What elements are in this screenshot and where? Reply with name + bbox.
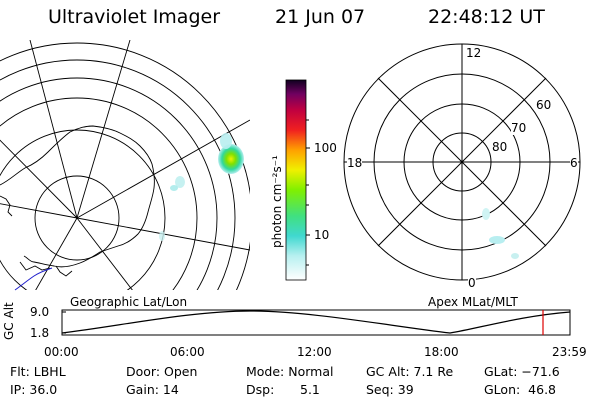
meridian [29,40,78,219]
meridian [35,217,78,290]
orbit-xtick-label: 18:00 [424,345,459,359]
gain-info: Gain: 14 [126,382,179,397]
aurora-patch [170,185,178,191]
dsp-label: Dsp: [246,382,275,397]
door-info: Door: Open [126,364,198,379]
aurora-patch-bright [218,144,244,174]
left-panel-label: Geographic Lat/Lon [70,295,188,309]
orbit-xtick-label: 00:00 [44,345,79,359]
lat-circle [0,59,236,290]
orbit-xtick-label: 06:00 [170,345,205,359]
lat-circle [0,77,218,290]
orbit-frame [61,309,571,336]
dsp-value: 5.1 [300,382,320,397]
coastline-blue [14,267,53,291]
mlt-label-12: 12 [466,46,482,60]
colorbar-label-100: 100 [314,141,337,155]
mlt-label-18: 18 [347,156,363,170]
aurora-patch [159,231,165,241]
lat-circle [0,129,166,290]
orbit-altitude-curve [61,310,571,334]
coastline [55,265,73,277]
filter-info: Flt: LBHL [10,364,66,379]
aurora-polar-patch [511,253,519,259]
right-panel-label: Apex MLat/MLT [428,295,518,309]
aurora-polar-patch [482,208,490,220]
orbit-ytick-label-high: 9.0 [30,305,50,319]
lat-circle [0,97,198,290]
mlat-label-60: 60 [536,98,552,112]
glat-info: GLat: −71.6 [484,364,560,379]
orbit-xtick-label: 23:59 [552,345,587,359]
mlt-label-6: 6 [570,156,578,170]
meridian [76,217,133,290]
mode-info: Mode: Normal [246,364,334,379]
aurora-patch [175,176,185,188]
colorbar-gradient [285,79,307,281]
aurora-polar-patch [489,236,505,244]
coastline [19,261,51,271]
colorbar-label-10: 10 [314,228,330,242]
mlat-label-80: 80 [492,140,508,154]
coastline [0,125,155,268]
lat-circle [34,175,120,261]
meridian [76,40,131,219]
glon-info: GLon: 46.8 [484,382,556,397]
orbit-y-axis-label: GC Alt [2,302,16,340]
seq-info: Seq: 39 [366,382,414,397]
gc-alt-info: GC Alt: 7.1 Re [366,364,454,379]
instrument-title: Ultraviolet Imager [48,6,221,28]
mlt-diagonal [377,77,547,247]
aurora-patch [220,133,232,149]
mlat-label-70: 70 [511,121,527,135]
coastline [0,195,13,217]
meridian [0,203,78,219]
orbit-xtick-label: 12:00 [297,345,332,359]
orbit-ytick-label-low: 1.8 [30,326,50,340]
lat-circle [0,42,250,290]
image-date: 21 Jun 07 [275,6,366,28]
image-time: 22:48:12 UT [428,6,545,28]
ip-info: IP: 36.0 [10,382,58,397]
meridian [0,139,78,219]
mlt-label-0: 0 [468,276,476,290]
